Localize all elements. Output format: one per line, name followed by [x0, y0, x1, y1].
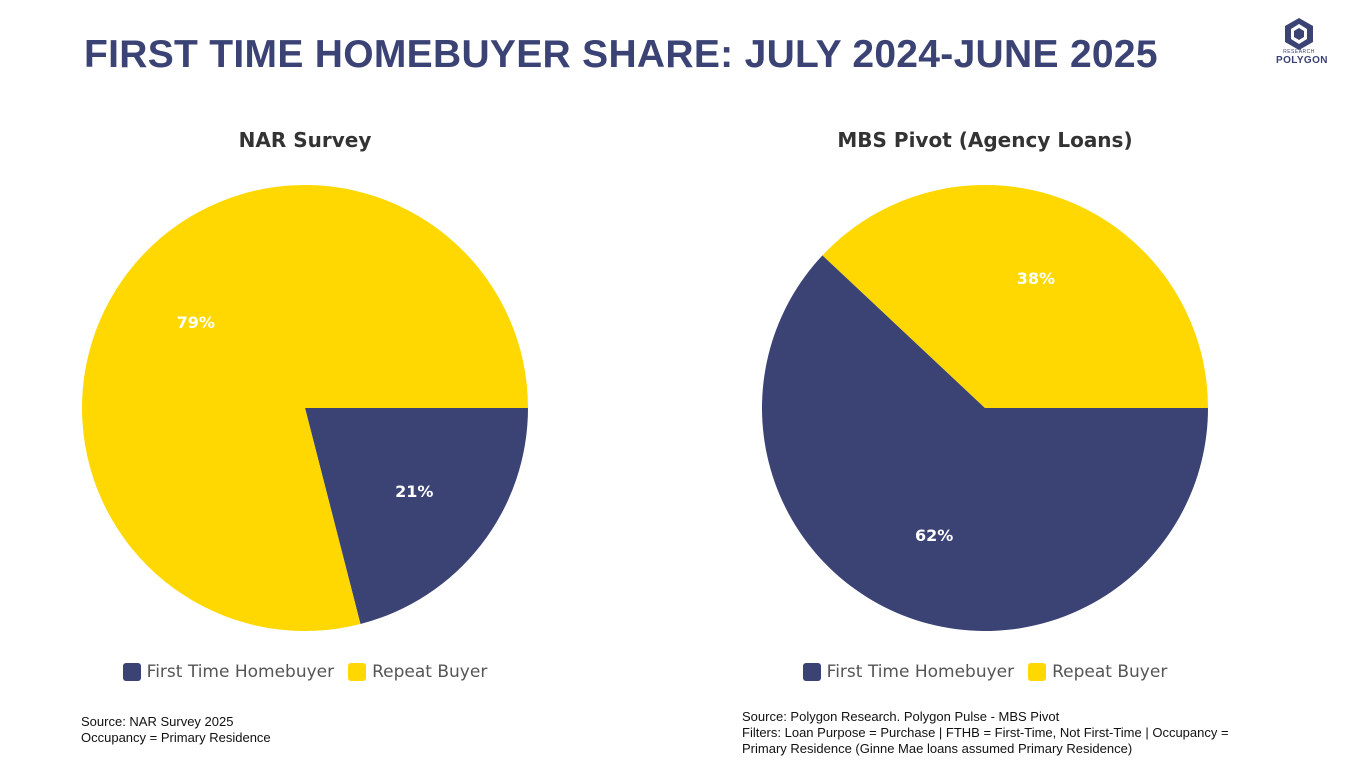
- pie-chart-svg: 62% 38%: [762, 185, 1208, 631]
- chart-title: NAR Survey: [238, 128, 372, 152]
- chart-legend: First Time Homebuyer Repeat Buyer: [685, 662, 1285, 682]
- legend-label: Repeat Buyer: [1052, 662, 1168, 682]
- logo-subtitle: RESEARCH: [1283, 49, 1315, 55]
- pie-slice-repeat: [82, 185, 528, 631]
- pie-chart-svg: 21% 79%: [82, 185, 528, 631]
- source-note-left: Source: NAR Survey 2025 Occupancy = Prim…: [81, 714, 271, 746]
- pie-slice-first-time: [762, 255, 1208, 631]
- legend-swatch-first-time: [802, 663, 821, 681]
- slice-data-label: 62%: [915, 526, 953, 545]
- source-line: Primary Residence (Ginne Mae loans assum…: [742, 741, 1133, 756]
- legend-label: First Time Homebuyer: [826, 662, 1015, 682]
- legend-swatch-repeat: [1028, 663, 1047, 681]
- slice-data-label: 79%: [177, 313, 215, 332]
- legend-swatch-first-time: [122, 663, 141, 681]
- chart-title: MBS Pivot (Agency Loans): [837, 128, 1133, 152]
- legend-item-first-time: First Time Homebuyer: [802, 662, 1015, 682]
- slice-data-label: 38%: [1017, 269, 1055, 288]
- polygon-logo: RESEARCH POLYGON: [1276, 16, 1346, 72]
- hexagon-logo-icon: [1285, 18, 1313, 50]
- source-line: Filters: Loan Purpose = Purchase | FTHB …: [742, 725, 1229, 740]
- mbs-pivot-chart: MBS Pivot (Agency Loans) 62% 38% First Ti…: [685, 120, 1285, 700]
- legend-item-first-time: First Time Homebuyer: [122, 662, 335, 682]
- nar-survey-chart: NAR Survey 21% 79% First Time Homebuyer R…: [5, 120, 605, 700]
- pie-slice-repeat: [822, 185, 1208, 408]
- page-title: FIRST TIME HOMEBUYER SHARE: JULY 2024-JU…: [84, 33, 1158, 76]
- source-line: Source: Polygon Research. Polygon Pulse …: [742, 709, 1060, 724]
- pie-slice-first-time: [305, 408, 528, 624]
- chart-legend: First Time Homebuyer Repeat Buyer: [5, 662, 605, 682]
- source-line: Source: NAR Survey 2025: [81, 714, 234, 729]
- logo-wordmark: POLYGON: [1276, 55, 1328, 66]
- legend-label: Repeat Buyer: [372, 662, 488, 682]
- source-line: Occupancy = Primary Residence: [81, 730, 271, 745]
- source-note-right: Source: Polygon Research. Polygon Pulse …: [742, 709, 1229, 757]
- legend-item-repeat: Repeat Buyer: [1028, 662, 1167, 682]
- legend-item-repeat: Repeat Buyer: [348, 662, 487, 682]
- legend-swatch-repeat: [348, 663, 367, 681]
- legend-label: First Time Homebuyer: [146, 662, 335, 682]
- slice-data-label: 21%: [395, 482, 433, 501]
